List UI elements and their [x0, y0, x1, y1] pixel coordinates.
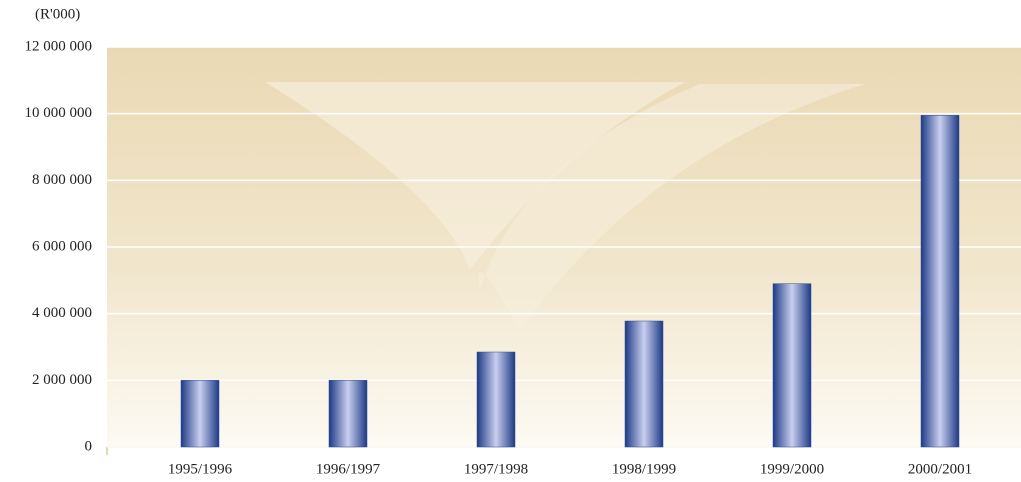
bar	[180, 380, 220, 448]
y-tick-label: 4 000 000	[32, 305, 92, 321]
y-tick-label: 10 000 000	[25, 105, 93, 121]
x-tick-label: 1995/1996	[168, 461, 233, 477]
y-tick-label: 0	[85, 438, 93, 454]
x-tick-label: 1997/1998	[464, 461, 528, 477]
x-tick-label: 2000/2001	[908, 461, 972, 477]
bar	[624, 320, 664, 448]
bar	[772, 283, 812, 448]
y-tick-label: 6 000 000	[32, 238, 92, 254]
x-tick-label: 1996/1997	[316, 461, 381, 477]
y-tick-label: 2 000 000	[32, 372, 92, 388]
bar	[476, 351, 516, 448]
y-axis-label: (R'000)	[35, 6, 80, 22]
decoration	[265, 82, 685, 270]
decoration	[478, 84, 865, 330]
x-tick-label: 1998/1999	[612, 461, 676, 477]
y-tick-label: 12 000 000	[25, 38, 93, 54]
x-tick-label: 1999/2000	[760, 461, 824, 477]
bar	[920, 115, 960, 448]
y-tick-label: 8 000 000	[32, 172, 92, 188]
bar	[328, 380, 368, 448]
